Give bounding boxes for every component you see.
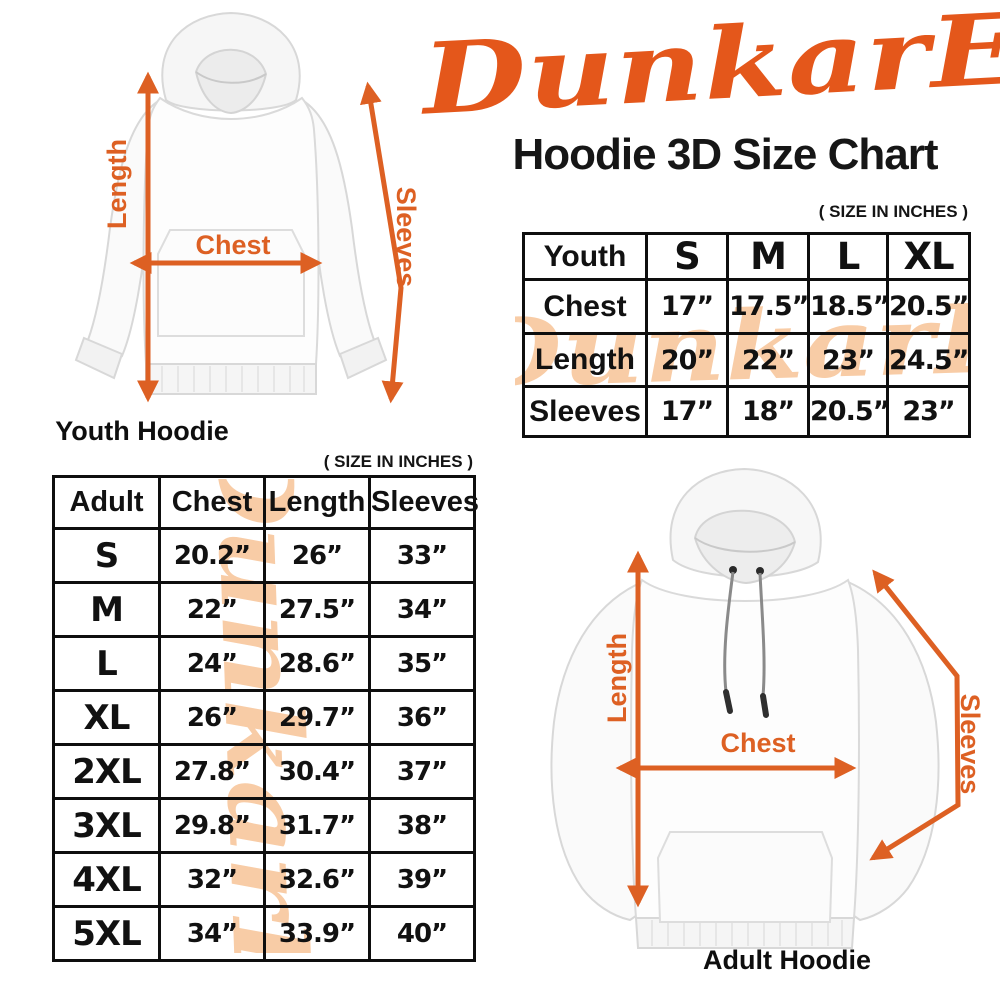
value-cell: 32” [158,851,266,908]
youth-length-label: Length [102,139,132,229]
table-row: 5XL 34” 33.9” 40” [52,905,476,962]
row-label-cell: 2XL [52,743,161,800]
value-cell: 40” [368,905,476,962]
measure-arrows [615,550,961,908]
value-cell: 23” [807,332,889,388]
column-header-cell: Chest [158,475,266,530]
value-cell: 23” [886,385,971,438]
row-label-cell: 3XL [52,797,161,854]
value-cell: 34” [368,581,476,638]
adult-size-note: ( SIZE IN INCHES ) [323,452,473,471]
adult-figure-caption: Adult Hoodie [703,945,871,975]
table-row: Length 20” 22” 23” 24.5” [522,332,971,388]
value-cell: 38” [368,797,476,854]
value-cell: 17” [645,278,729,335]
table-corner-cell: Adult [52,475,161,530]
adult-sleeves-label: Sleeves [955,693,985,795]
row-label-cell: M [52,581,161,638]
value-cell: 20” [645,332,729,388]
adult-hoodie-illustration [550,467,961,949]
sleeves-arrow [869,569,961,861]
hoodie-shape [74,11,388,395]
table-row: S 20.2” 26” 33” [52,527,476,584]
value-cell: 27.8” [158,743,266,800]
value-cell: 33.9” [263,905,371,962]
youth-size-note: ( SIZE IN INCHES ) [818,202,968,221]
row-label-cell: S [52,527,161,584]
table-row: Sleeves 17” 18” 20.5” 23” [522,385,971,438]
table-row: XL 26” 29.7” 36” [52,689,476,746]
column-header-cell: XL [886,232,971,281]
value-cell: 28.6” [263,635,371,692]
value-cell: 35” [368,635,476,692]
value-cell: 39” [368,851,476,908]
value-cell: 32.6” [263,851,371,908]
value-cell: 33” [368,527,476,584]
youth-figure-caption: Youth Hoodie [55,416,229,446]
youth-chest-label: Chest [195,230,271,260]
row-label-cell: Chest [522,278,648,335]
table-row: 2XL 27.8” 30.4” 37” [52,743,476,800]
measure-arrows [129,71,404,404]
column-header-cell: M [726,232,810,281]
row-label-cell: Length [522,332,648,388]
value-cell: 26” [158,689,266,746]
row-label-cell: 5XL [52,905,161,962]
table-row: 4XL 32” 32.6” 39” [52,851,476,908]
table-row: Chest 17” 17.5” 18.5” 20.5” [522,278,971,335]
value-cell: 18.5” [807,278,890,335]
table-row: 3XL 29.8” 31.7” 38” [52,797,476,854]
value-cell: 17” [645,385,729,438]
value-cell: 20.5” [807,385,890,438]
row-label-cell: Sleeves [522,385,648,438]
value-cell: 37” [368,743,476,800]
value-cell: 34” [158,905,266,962]
adult-hoodie-figure: Length Chest Sleeves Adult Hoodie [490,460,1000,1000]
value-cell: 20.5” [886,278,971,335]
table-row: Adult Chest Length Sleeves [52,475,479,530]
value-cell: 29.8” [158,797,266,854]
column-header-cell: Sleeves [368,475,479,530]
value-cell: 20.2” [158,527,266,584]
youth-hoodie-figure: Length Chest Sleeves Youth Hoodie [0,0,460,450]
value-cell: 24” [158,635,266,692]
page-title: Hoodie 3D Size Chart [512,130,939,179]
youth-sleeves-label: Sleeves [391,186,421,288]
row-label-cell: L [52,635,161,692]
row-label-cell: XL [52,689,161,746]
brand-logo: DunkarE [419,0,1000,138]
value-cell: 29.7” [263,689,371,746]
value-cell: 31.7” [263,797,371,854]
value-cell: 24.5” [886,332,971,388]
value-cell: 36” [368,689,476,746]
row-label-cell: 4XL [52,851,161,908]
adult-size-table: Adult Chest Length Sleeves S 20.2” 26” 3… [52,475,479,962]
column-header-cell: Length [263,475,371,530]
sleeves-arrow [359,81,404,404]
table-row: Youth S M L XL [522,232,971,281]
value-cell: 18” [726,385,810,438]
table-corner-cell: Youth [522,232,648,281]
table-row: M 22” 27.5” 34” [52,581,476,638]
column-header-cell: L [807,232,889,281]
column-header-cell: S [645,232,729,281]
table-row: L 24” 28.6” 35” [52,635,476,692]
youth-size-table: Youth S M L XL Chest 17” 17.5” 18.5” 20.… [522,232,971,438]
value-cell: 22” [158,581,266,638]
youth-hoodie-illustration [74,11,404,404]
value-cell: 26” [263,527,371,584]
adult-length-label: Length [602,633,632,723]
value-cell: 30.4” [263,743,371,800]
value-cell: 22” [726,332,810,388]
adult-chest-label: Chest [720,728,796,758]
value-cell: 17.5” [726,278,810,335]
value-cell: 27.5” [263,581,371,638]
